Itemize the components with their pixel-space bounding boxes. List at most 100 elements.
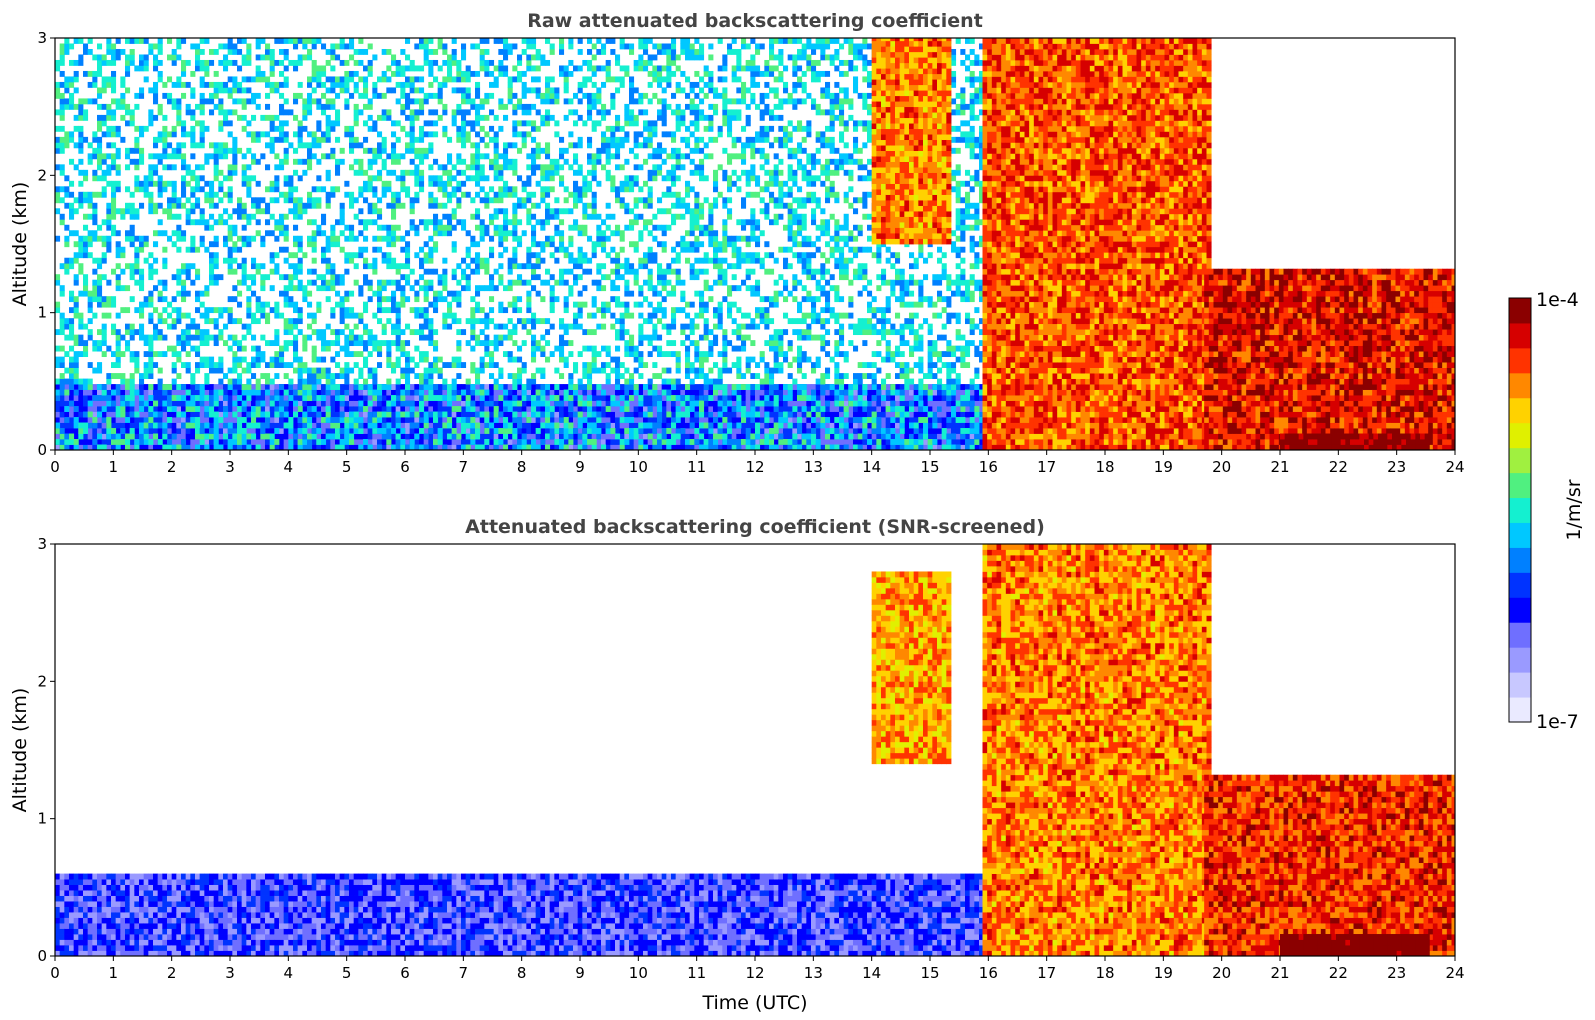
heatmap-cell xyxy=(143,257,149,264)
heatmap-cell xyxy=(792,417,798,423)
heatmap-cell xyxy=(176,147,182,154)
heatmap-cell xyxy=(162,422,168,429)
heatmap-cell xyxy=(181,263,187,270)
heatmap-cell xyxy=(867,433,873,440)
heatmap-cell xyxy=(78,202,84,209)
heatmap-cell xyxy=(316,230,322,237)
heatmap-cell xyxy=(647,395,653,401)
heatmap-cell xyxy=(405,417,411,423)
heatmap-cell xyxy=(195,164,201,171)
heatmap-cell xyxy=(64,81,70,88)
heatmap-cell xyxy=(344,103,350,110)
heatmap-cell xyxy=(843,400,849,407)
heatmap-cell xyxy=(87,290,93,297)
heatmap-cell xyxy=(349,92,355,99)
heatmap-cell xyxy=(307,164,313,171)
heatmap-cell xyxy=(330,153,336,160)
heatmap-cell xyxy=(325,197,331,204)
heatmap-cell xyxy=(167,38,173,44)
heatmap-cell xyxy=(171,384,177,390)
heatmap-cell xyxy=(386,400,392,407)
heatmap-cell xyxy=(475,439,481,445)
heatmap-cell xyxy=(316,285,322,292)
heatmap-cell xyxy=(829,422,835,429)
heatmap-cell xyxy=(792,384,798,390)
heatmap-cell xyxy=(97,296,103,303)
heatmap-cell xyxy=(409,389,415,396)
heatmap-cell xyxy=(293,38,299,44)
heatmap-cell xyxy=(213,340,219,347)
heatmap-cell xyxy=(55,428,61,434)
heatmap-cell xyxy=(134,175,140,182)
heatmap-cell xyxy=(787,428,793,434)
heatmap-cell xyxy=(358,59,364,66)
heatmap-cell xyxy=(241,274,247,281)
heatmap-cell xyxy=(643,389,649,396)
heatmap-cell xyxy=(134,444,140,450)
heatmap-cell xyxy=(381,411,387,418)
heatmap-cell xyxy=(736,428,742,434)
heatmap-cell xyxy=(708,417,714,423)
heatmap-cell xyxy=(755,406,761,412)
heatmap-cell xyxy=(283,147,289,154)
heatmap-cell xyxy=(386,417,392,423)
heatmap-cell xyxy=(568,444,574,450)
heatmap-cell xyxy=(83,351,89,358)
heatmap-cell xyxy=(787,406,793,412)
heatmap-cell xyxy=(498,406,504,412)
heatmap-cell xyxy=(237,246,243,253)
heatmap-cell xyxy=(414,400,420,407)
heatmap-cell xyxy=(293,367,299,374)
heatmap-cell xyxy=(535,417,541,423)
heatmap-cell xyxy=(297,356,303,363)
heatmap-cell xyxy=(297,373,303,379)
heatmap-cell xyxy=(699,384,705,390)
heatmap-cell xyxy=(517,389,523,396)
heatmap-cell xyxy=(199,120,205,127)
heatmap-cell xyxy=(97,175,103,182)
heatmap-cell xyxy=(92,279,98,286)
heatmap-cell xyxy=(531,433,537,440)
heatmap-cell xyxy=(801,400,807,407)
heatmap-cell xyxy=(330,76,336,83)
heatmap-cell xyxy=(288,433,294,440)
heatmap-cell xyxy=(139,307,145,314)
heatmap-cell xyxy=(545,428,551,434)
heatmap-cell xyxy=(587,389,593,396)
heatmap-cell xyxy=(363,406,369,412)
heatmap-cell xyxy=(353,312,359,319)
heatmap-cell xyxy=(339,301,345,308)
heatmap-cell xyxy=(624,384,630,390)
heatmap-cell xyxy=(209,263,215,270)
heatmap-cell xyxy=(353,444,359,450)
heatmap-cell xyxy=(59,54,65,61)
heatmap-cell xyxy=(736,433,742,440)
heatmap-cell xyxy=(106,76,112,83)
heatmap-cell xyxy=(199,395,205,401)
heatmap-cell xyxy=(722,444,728,450)
heatmap-cell xyxy=(246,191,252,198)
heatmap-cell xyxy=(106,312,112,319)
heatmap-cell xyxy=(171,164,177,171)
heatmap-cell xyxy=(153,230,159,237)
heatmap-cell xyxy=(181,164,187,171)
heatmap-cell xyxy=(367,433,373,440)
heatmap-cell xyxy=(862,406,868,412)
heatmap-cell xyxy=(974,444,980,450)
heatmap-cell xyxy=(83,439,89,445)
heatmap-cell xyxy=(227,120,233,127)
heatmap-cell xyxy=(349,417,355,423)
heatmap-cell xyxy=(69,230,75,237)
heatmap-cell xyxy=(111,406,117,412)
heatmap-cell xyxy=(358,417,364,423)
heatmap-cell xyxy=(148,274,154,281)
heatmap-cell xyxy=(927,406,933,412)
heatmap-cell xyxy=(190,92,196,99)
heatmap-cell xyxy=(162,186,168,193)
heatmap-cell xyxy=(778,444,784,450)
heatmap-cell xyxy=(134,428,140,434)
heatmap-cell xyxy=(218,125,224,132)
heatmap-cell xyxy=(265,411,271,418)
heatmap-cell xyxy=(955,411,961,418)
heatmap-cell xyxy=(162,246,168,253)
